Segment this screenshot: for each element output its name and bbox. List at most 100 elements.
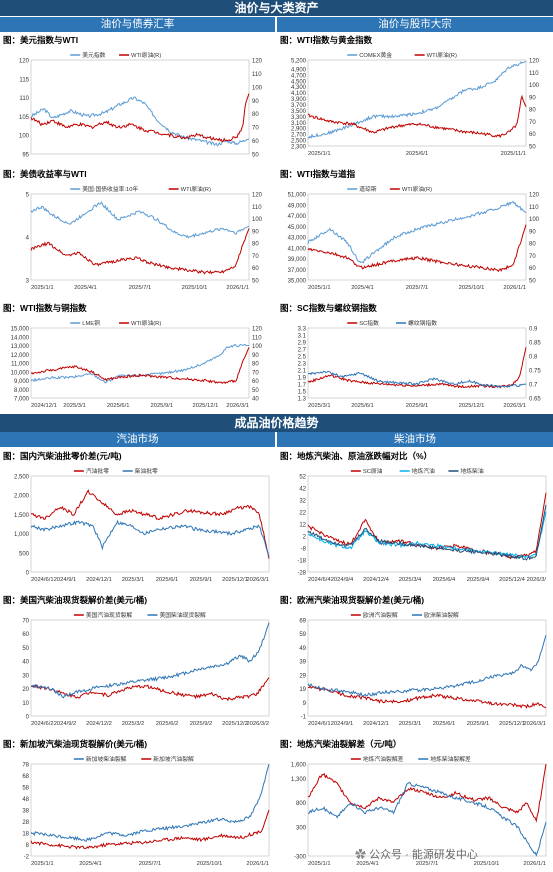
c10-plot-area (307, 619, 547, 717)
c5-ytick-left: 15,000 (11, 327, 30, 333)
c2-legend-item: WTI原油(R) (414, 51, 457, 59)
sub-header-diesel: 柴油市场 (277, 432, 553, 447)
c6-xtick: 2025/3/1 (308, 403, 331, 409)
c9-ytick-left: 60 (22, 632, 29, 638)
c6-title: 图：SC指数与螺纹钢指数 (280, 303, 377, 313)
c7-series-0 (30, 489, 270, 559)
c2-ytick-left: 3,500 (291, 109, 307, 115)
c4-title: 图：WTI指数与道指 (280, 169, 356, 179)
c1-ytick-right: 70 (252, 126, 259, 132)
c4-xtick: 2025/10/1 (459, 285, 485, 291)
c4-xtick: 2026/1/1 (503, 285, 526, 291)
c11-xtick: 2025/10/1 (197, 861, 223, 867)
c3-xtick: 2025/1/1 (31, 285, 54, 291)
c5-series-0 (30, 343, 249, 384)
c10-series-1 (307, 634, 547, 697)
c8-xtick: 2025/12/4 (499, 577, 526, 583)
c4-ytick-left: 37,000 (288, 268, 307, 274)
c4-xtick: 2025/4/1 (351, 285, 374, 291)
c8-title: 图：地炼汽柴油、原油涨跌幅对比（%） (280, 451, 433, 461)
c6-ytick-left: 2.5 (298, 355, 307, 361)
c6-plot-area (307, 327, 527, 399)
c5-xtick: 2025/6/1 (107, 403, 130, 409)
c11-legend-item: 新加坡汽油裂解 (141, 755, 194, 763)
c5-series-1 (30, 347, 250, 385)
c3-ytick-right: 120 (252, 193, 263, 199)
c11-xtick: 2025/7/1 (139, 861, 162, 867)
c9-ytick-left: 20 (22, 687, 29, 693)
c8-ytick-left: -28 (297, 571, 306, 577)
c3-series-0 (30, 201, 250, 239)
c3-ytick-left: 5 (26, 193, 30, 199)
c2-legend-item: COMEX黄金 (347, 51, 392, 59)
c4-ytick-right: 110 (529, 205, 539, 211)
c6-ytick-left: 1.5 (298, 390, 307, 396)
c11-chart: -2 8 18 28 38 48 58 68 78 2025/1/1 2025/4/1 2025/7/… (22, 755, 270, 867)
c5-ytick-right: 70 (252, 370, 259, 376)
c4-ytick-right: 50 (529, 279, 536, 285)
c5-ytick-right: 110 (252, 335, 262, 341)
c9-xtick: 2025/6/2 (156, 721, 179, 727)
c2-ytick-right: 120 (529, 59, 540, 65)
c11-title: 图：新加坡汽柴油现货裂解价(美元/桶) (3, 739, 148, 749)
c9-chart: 0 10 20 30 40 50 60 70 2024/6/2 2024/9/2 2024/12/2… (22, 611, 270, 727)
c3-xtick: 2025/4/1 (74, 285, 97, 291)
c9-legend-item: 美国柴油现货裂解 (147, 611, 206, 619)
c10-ytick-left: 49 (299, 646, 306, 652)
c2-ytick-left: 3,100 (291, 121, 307, 127)
c7-series-1 (30, 519, 270, 557)
c2-ytick-right: 100 (529, 83, 540, 89)
c8-xtick: 2024/12/4 (363, 577, 390, 583)
c11-ytick-left: -2 (24, 855, 30, 861)
c5-ytick-right: 60 (252, 379, 259, 385)
c5-ytick-left: 14,000 (11, 335, 30, 341)
c12-series-1 (307, 781, 547, 857)
c5-ytick-right: 100 (252, 344, 263, 350)
sub-header-stock-commodity: 油价与股市大宗 (277, 17, 553, 32)
c1-ytick-right: 120 (252, 59, 263, 65)
svg-text:COMEX黄金: COMEX黄金 (359, 51, 392, 59)
c9-plot-area (30, 619, 270, 717)
c4-ytick-right: 80 (529, 242, 536, 248)
c2-ytick-left: 3,700 (291, 103, 307, 109)
c1-chart: 95 100 105 110 115 120 50 60 70 80 90 100 110 120 美元指数… (19, 51, 263, 159)
c7-xtick: 2025/12/1 (222, 577, 248, 583)
c7-xtick: 2025/6/1 (156, 577, 179, 583)
c4-legend-item: 道琼斯 (347, 185, 377, 193)
c6-ytick-left: 2.3 (298, 362, 307, 368)
c10-xtick: 2025/3/1 (399, 721, 422, 727)
c1-plot-area (30, 59, 250, 155)
c4-ytick-right: 120 (529, 193, 540, 199)
c7-xtick: 2026/3/1 (246, 577, 269, 583)
c4-plot-area (307, 193, 527, 281)
c9-xtick: 2024/6/2 (31, 721, 54, 727)
c3-xtick: 2026/1/1 (226, 285, 249, 291)
c8-ytick-left: 42 (299, 487, 306, 493)
watermark: ✿ 公众号 · 能源研发中心 (355, 846, 478, 862)
c2-ytick-left: 2,500 (291, 139, 307, 145)
c9-ytick-left: 30 (22, 673, 29, 679)
c8-xtick: 2025/9/4 (467, 577, 490, 583)
c8-legend-item: SC原油 (350, 467, 383, 475)
c8-legend-item: 地炼汽油 (399, 467, 435, 475)
svg-text:新加坡柴油裂解: 新加坡柴油裂解 (86, 755, 127, 763)
c5-title: 图：WTI指数与铜指数 (3, 303, 87, 313)
c8-ytick-left: -18 (297, 559, 306, 565)
header-mid: 成品油价格趋势 (0, 414, 553, 432)
c1-ytick-right: 50 (252, 153, 259, 159)
c2-ytick-left: 2,900 (291, 127, 307, 133)
c8-xtick: 2025/6/4 (433, 577, 456, 583)
c12-series-0 (307, 763, 547, 823)
c10-chart: -1 9 19 29 39 49 59 69 2024/6/1 2024/9/1 2024/12/1… (299, 611, 547, 727)
c9-xtick: 2024/9/2 (54, 721, 77, 727)
c9-ytick-left: 0 (26, 715, 30, 721)
c2-series-0 (307, 61, 527, 140)
c4-ytick-right: 60 (529, 266, 536, 272)
svg-text:SC原油: SC原油 (363, 467, 383, 475)
c10-ytick-left: 59 (299, 632, 306, 638)
c11-ytick-left: 38 (22, 809, 29, 815)
c7-ytick-left: 500 (19, 551, 30, 557)
svg-text:地炼柴油: 地炼柴油 (460, 467, 483, 475)
c9-ytick-left: 70 (22, 619, 29, 625)
c12-plot-area (307, 763, 547, 857)
